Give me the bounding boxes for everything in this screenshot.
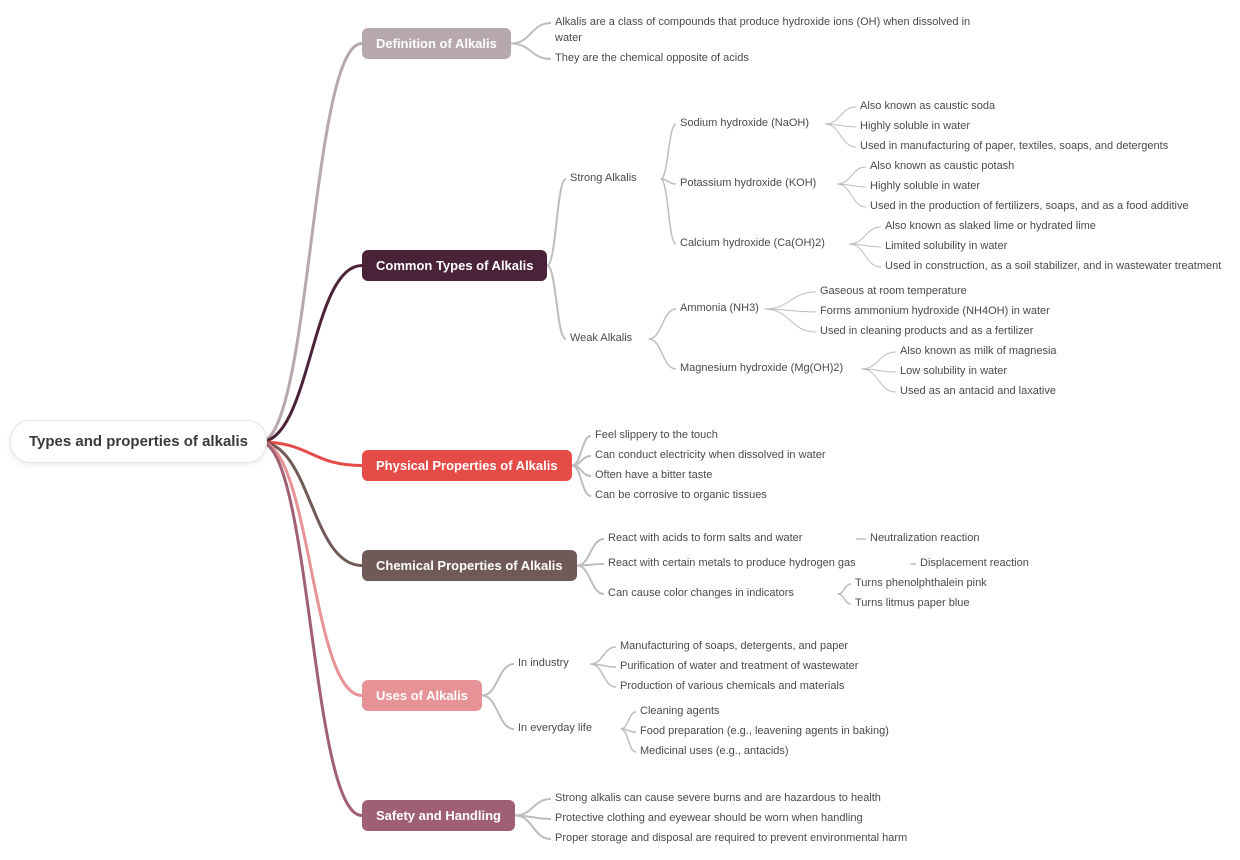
mindmap-leaf: Displacement reaction [920, 555, 1029, 571]
mindmap-leaf: Manufacturing of soaps, detergents, and … [620, 638, 848, 654]
branch-phys[interactable]: Physical Properties of Alkalis [362, 450, 572, 481]
mindmap-leaf: Can cause color changes in indicators [608, 585, 794, 601]
mindmap-leaf: Also known as slaked lime or hydrated li… [885, 218, 1096, 234]
mindmap-leaf: In industry [518, 655, 569, 671]
mindmap-leaf: Gaseous at room temperature [820, 283, 967, 299]
mindmap-canvas: Types and properties of alkalis Definitio… [0, 0, 1240, 860]
mindmap-leaf: Calcium hydroxide (Ca(OH)2) [680, 235, 825, 251]
mindmap-leaf: Purification of water and treatment of w… [620, 658, 858, 674]
branch-chem[interactable]: Chemical Properties of Alkalis [362, 550, 577, 581]
mindmap-leaf: Weak Alkalis [570, 330, 632, 346]
root-node[interactable]: Types and properties of alkalis [10, 420, 267, 463]
mindmap-leaf: React with acids to form salts and water [608, 530, 802, 546]
mindmap-leaf: Used in construction, as a soil stabiliz… [885, 258, 1221, 274]
mindmap-leaf: Used as an antacid and laxative [900, 383, 1056, 399]
mindmap-leaf: Potassium hydroxide (KOH) [680, 175, 816, 191]
mindmap-leaf: Used in the production of fertilizers, s… [870, 198, 1189, 214]
mindmap-leaf: Strong Alkalis [570, 170, 637, 186]
mindmap-leaf: Proper storage and disposal are required… [555, 830, 907, 846]
mindmap-leaf: Ammonia (NH3) [680, 300, 759, 316]
mindmap-leaf: Also known as caustic soda [860, 98, 995, 114]
branch-def[interactable]: Definition of Alkalis [362, 28, 511, 59]
mindmap-leaf: They are the chemical opposite of acids [555, 50, 749, 66]
mindmap-leaf: Turns phenolphthalein pink [855, 575, 987, 591]
mindmap-leaf: Limited solubility in water [885, 238, 1007, 254]
mindmap-leaf: Low solubility in water [900, 363, 1007, 379]
mindmap-leaf: Highly soluble in water [870, 178, 980, 194]
mindmap-leaf: Highly soluble in water [860, 118, 970, 134]
mindmap-leaf: water [555, 30, 582, 46]
mindmap-leaf: Medicinal uses (e.g., antacids) [640, 743, 789, 759]
mindmap-leaf: Also known as milk of magnesia [900, 343, 1057, 359]
mindmap-leaf: Turns litmus paper blue [855, 595, 970, 611]
mindmap-leaf: Magnesium hydroxide (Mg(OH)2) [680, 360, 843, 376]
mindmap-leaf: Cleaning agents [640, 703, 720, 719]
mindmap-leaf: Neutralization reaction [870, 530, 979, 546]
mindmap-leaf: Often have a bitter taste [595, 467, 712, 483]
branch-uses[interactable]: Uses of Alkalis [362, 680, 482, 711]
mindmap-leaf: Also known as caustic potash [870, 158, 1014, 174]
mindmap-leaf: Food preparation (e.g., leavening agents… [640, 723, 889, 739]
mindmap-leaf: Used in manufacturing of paper, textiles… [860, 138, 1168, 154]
mindmap-leaf: Forms ammonium hydroxide (NH4OH) in wate… [820, 303, 1050, 319]
mindmap-leaf: Feel slippery to the touch [595, 427, 718, 443]
mindmap-leaf: Strong alkalis can cause severe burns an… [555, 790, 881, 806]
mindmap-leaf: Production of various chemicals and mate… [620, 678, 844, 694]
mindmap-leaf: Sodium hydroxide (NaOH) [680, 115, 809, 131]
mindmap-leaf: Can conduct electricity when dissolved i… [595, 447, 826, 463]
branch-types[interactable]: Common Types of Alkalis [362, 250, 547, 281]
mindmap-leaf: Can be corrosive to organic tissues [595, 487, 767, 503]
mindmap-leaf: Used in cleaning products and as a ferti… [820, 323, 1033, 339]
mindmap-leaf: Alkalis are a class of compounds that pr… [555, 14, 970, 30]
mindmap-leaf: React with certain metals to produce hyd… [608, 555, 856, 571]
mindmap-leaf: In everyday life [518, 720, 592, 736]
branch-safety[interactable]: Safety and Handling [362, 800, 515, 831]
mindmap-leaf: Protective clothing and eyewear should b… [555, 810, 863, 826]
